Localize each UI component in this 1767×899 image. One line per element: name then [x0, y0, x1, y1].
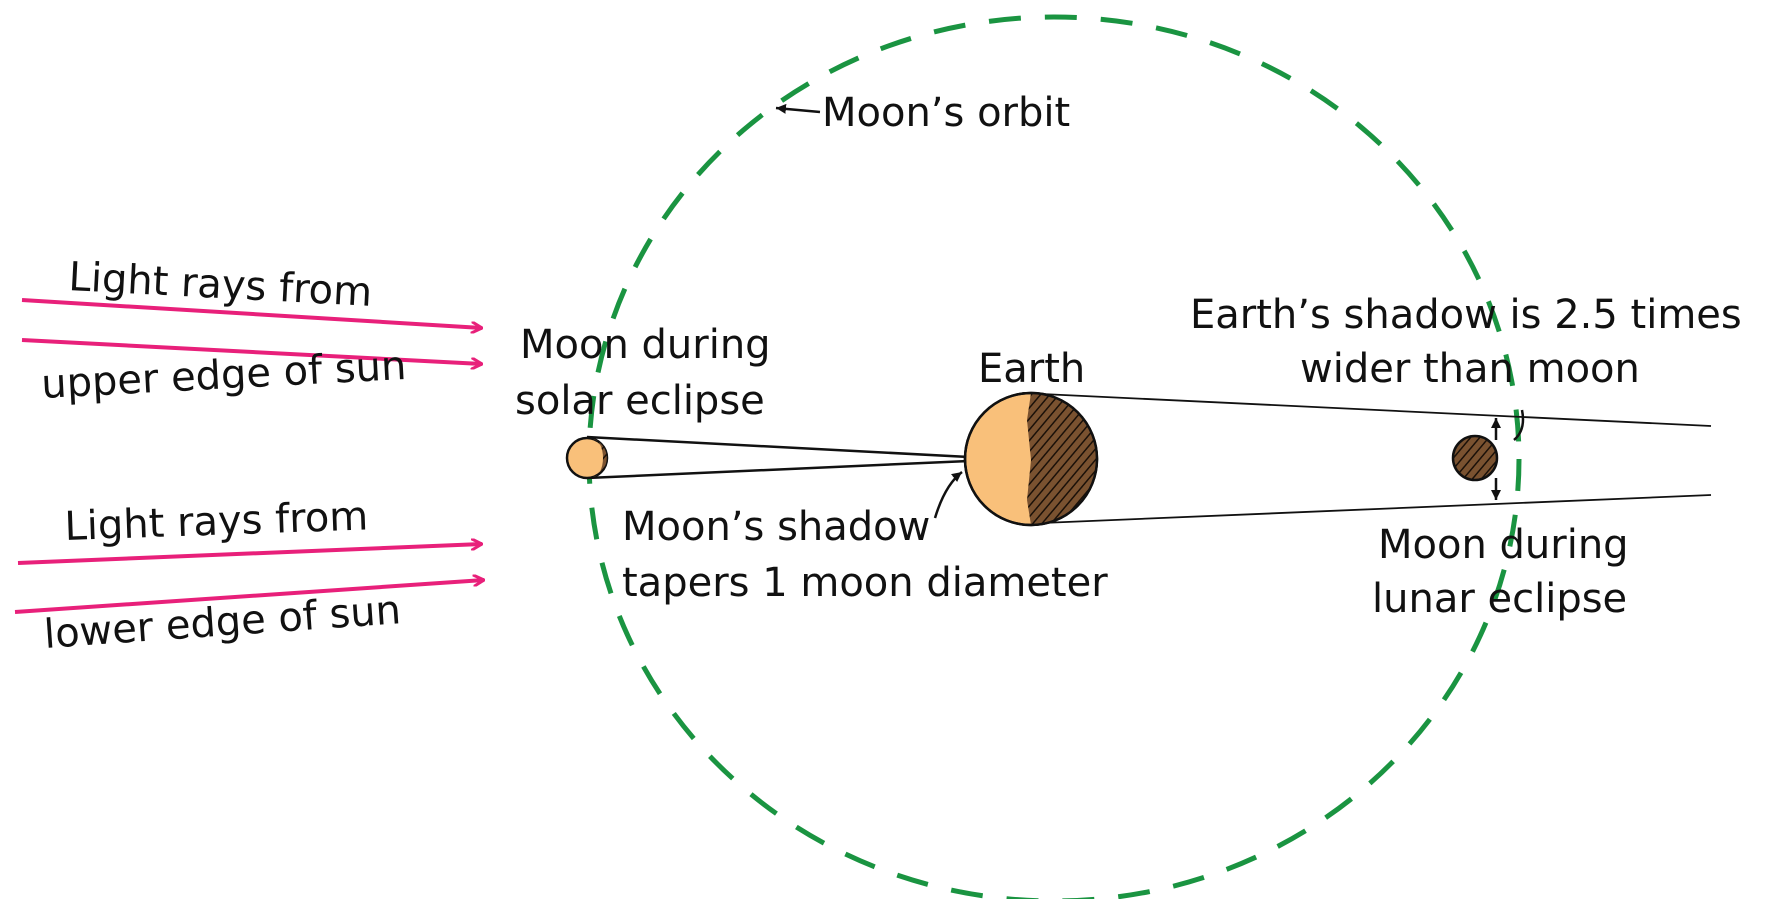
- earth-shadow-label: Earth’s shadow is 2.5 times: [1190, 292, 1742, 338]
- earth-night-side: [1027, 393, 1097, 525]
- solar-moon-label: Moon during: [520, 322, 771, 368]
- shadow-pointer: [935, 472, 962, 518]
- shadow-edge: [1042, 495, 1711, 523]
- moon-shadow-label: tapers 1 moon diameter: [622, 560, 1108, 606]
- eclipse-diagram: Moon’s orbit Light rays from upper edge …: [0, 0, 1767, 899]
- orbit-pointer: [776, 108, 820, 112]
- solar-moon-label: solar eclipse: [515, 378, 765, 424]
- light-rays: [15, 300, 484, 612]
- rays-label: upper edge of sun: [40, 343, 407, 408]
- orbit-label: Moon’s orbit: [822, 90, 1070, 136]
- shadow-edge: [587, 461, 969, 478]
- earth-shadow-label: wider than moon: [1300, 346, 1640, 392]
- moon-shadow-label: Moon’s shadow: [622, 504, 930, 550]
- lunar-moon-label: lunar eclipse: [1372, 576, 1627, 622]
- lunar-moon: [1453, 436, 1497, 480]
- earth-shadow: [1042, 394, 1711, 523]
- page: Moon’s orbit Light rays from upper edge …: [0, 0, 1767, 899]
- rays-label: Light rays from: [64, 493, 369, 550]
- moon-shadow-cone: [587, 437, 969, 478]
- shadow-edge: [587, 437, 969, 457]
- earth-label: Earth: [978, 346, 1085, 392]
- lunar-moon-label: Moon during: [1378, 522, 1629, 568]
- shadow-edge: [1042, 394, 1711, 426]
